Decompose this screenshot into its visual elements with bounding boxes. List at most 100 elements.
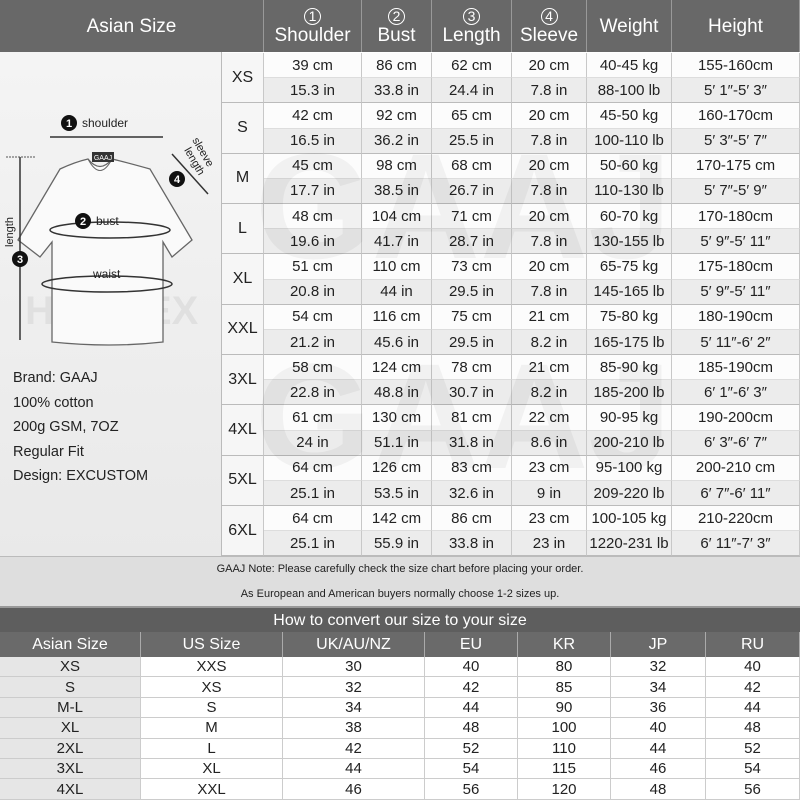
inch-value: 19.6 in [264,229,362,255]
cm-value: 190-200cm [672,405,800,431]
column-header: 3 Length [432,0,512,52]
conversion-cell: 42 [425,677,518,698]
conversion-column-header: EU [425,632,518,657]
cm-value: 86 cm [432,506,512,532]
cm-value: 23 cm [512,455,587,481]
cm-value: 180-190cm [672,304,800,330]
inch-value: 5′ 9″-5′ 11″ [672,229,800,255]
conversion-cell: L [141,738,283,759]
conversion-cell: 2XL [0,738,141,759]
cm-value: 175-180cm [672,254,800,280]
cm-value: 185-190cm [672,355,800,381]
inch-value: 7.8 in [512,78,587,104]
conversion-cell: XL [0,718,141,739]
cm-value: 45-50 kg [587,103,672,129]
cm-value: 20 cm [512,53,587,79]
conversion-cell: 120 [518,779,611,800]
conversion-cell: 48 [706,718,800,739]
conversion-cell: 34 [283,697,425,719]
inch-value: 130-155 lb [587,229,672,255]
inch-value: 200-210 lb [587,430,672,456]
waist-label: waist [92,267,121,281]
column-header-label: Weight [599,15,659,37]
svg-text:4: 4 [174,174,181,186]
cm-value: 73 cm [432,254,512,280]
conversion-column-header: KR [518,632,611,657]
conversion-cell: 80 [518,657,611,678]
conversion-cell: M [141,718,283,739]
column-header-label: Bust [377,24,416,46]
conversion-column-header: Asian Size [0,632,141,657]
inch-value: 9 in [512,480,587,507]
inch-value: 25.1 in [264,531,362,557]
product-info-line: Design: EXCUSTOM [13,468,149,484]
conversion-cell: XS [0,657,141,678]
cm-value: 130 cm [362,405,432,431]
column-header-label: Length [442,24,501,46]
inch-value: 55.9 in [362,531,432,557]
inch-value: 30.7 in [432,380,512,406]
conversion-cell: 56 [706,779,800,800]
cm-value: 62 cm [432,53,512,79]
cm-value: 39 cm [264,53,362,79]
inch-value: 7.8 in [512,229,587,255]
cm-value: 20 cm [512,254,587,280]
inch-value: 5′ 3″-5′ 7″ [672,128,800,154]
product-info-line: 200g GSM, 7OZ [13,419,119,435]
inch-value: 24.4 in [432,78,512,104]
size-label: M [222,153,264,205]
inch-value: 8.6 in [512,430,587,456]
column-header: Asian Size [0,0,264,52]
conversion-cell: 110 [518,738,611,759]
cm-value: 170-175 cm [672,153,800,179]
inch-value: 110-130 lb [587,178,672,205]
conversion-cell: 56 [425,779,518,800]
conversion-cell: XXS [141,657,283,678]
conversion-cell: 44 [611,738,706,759]
conversion-cell: 40 [611,718,706,739]
cm-value: 50-60 kg [587,153,672,179]
inch-value: 15.3 in [264,78,362,104]
cm-value: 210-220cm [672,506,800,532]
cm-value: 20 cm [512,153,587,179]
garment-diagram-panel: HISTREX GAAJ 1 shoulder 2 bust waist len… [0,52,222,556]
size-label: S [222,103,264,154]
inch-value: 5′ 9″-5′ 11″ [672,279,800,305]
inch-value: 51.1 in [362,430,432,456]
conversion-cell: XS [141,677,283,698]
cm-value: 22 cm [512,405,587,431]
size-chart: Asian Size 1 Shoulder 2 Bust 3 Length 4 Sleeve We… [0,0,800,557]
conversion-cell: M-L [0,697,141,719]
inch-value: 8.2 in [512,380,587,406]
column-header: 2 Bust [362,0,432,52]
cm-value: 155-160cm [672,53,800,79]
inch-value: 88-100 lb [587,78,672,104]
cm-value: 65-75 kg [587,254,672,280]
cm-value: 78 cm [432,355,512,381]
cm-value: 126 cm [362,455,432,481]
inch-value: 209-220 lb [587,480,672,507]
cm-value: 81 cm [432,405,512,431]
conversion-cell: 30 [283,657,425,678]
cm-value: 83 cm [432,455,512,481]
inch-value: 20.8 in [264,279,362,305]
conversion-cell: 44 [283,759,425,780]
cm-value: 160-170cm [672,103,800,129]
conversion-cell: 4XL [0,779,141,800]
column-header: 4 Sleeve [512,0,587,52]
conversion-cell: 40 [425,657,518,678]
cm-value: 51 cm [264,254,362,280]
inch-value: 17.7 in [264,178,362,205]
cm-value: 68 cm [432,153,512,179]
product-info-line: Regular Fit [13,443,84,460]
product-info-line: Brand: GAAJ [13,370,98,386]
svg-text:2: 2 [80,216,86,228]
column-header-label: Height [708,15,763,37]
inch-value: 41.7 in [362,229,432,255]
conversion-cell: 36 [611,697,706,719]
inch-value: 6′ 3″-6′ 7″ [672,430,800,456]
cm-value: 42 cm [264,103,362,129]
inch-value: 25.1 in [264,480,362,507]
conversion-title: How to convert our size to your size [0,606,800,632]
inch-value: 1220-231 lb [587,531,672,557]
